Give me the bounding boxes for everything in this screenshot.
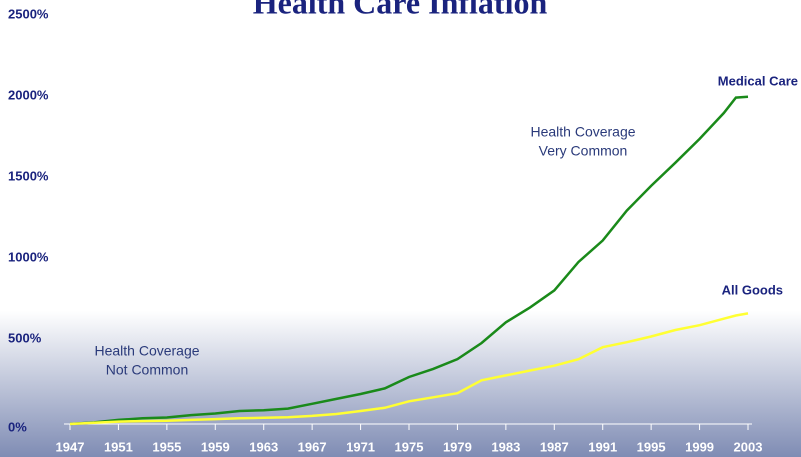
x-tick-label: 1967 (298, 439, 327, 454)
x-tick-label: 1947 (56, 439, 85, 454)
x-tick-label: 1987 (540, 439, 569, 454)
series-line (69, 95, 749, 426)
y-tick-label: 1000% (8, 249, 49, 264)
series-label: All Goods (722, 282, 783, 297)
y-tick-label: 500% (8, 330, 42, 345)
series-line (69, 312, 749, 426)
x-tick-label: 1971 (346, 439, 375, 454)
annotation: Health Coverage (94, 343, 199, 359)
annotation: Very Common (539, 143, 628, 159)
x-tick-label: 1975 (395, 439, 424, 454)
x-tick-label: 2003 (734, 439, 763, 454)
x-tick-label: 1991 (588, 439, 617, 454)
y-tick-label: 2000% (8, 87, 49, 102)
annotation: Health Coverage (530, 124, 635, 140)
annotation: Not Common (106, 362, 188, 378)
y-tick-label: 1500% (8, 168, 49, 183)
chart-title: Health Care Inflation (253, 0, 548, 20)
series-label: Medical Care (718, 73, 798, 88)
x-tick-label: 1983 (491, 439, 520, 454)
x-tick-label: 1979 (443, 439, 472, 454)
x-tick-label: 1999 (685, 439, 714, 454)
x-tick-label: 1959 (201, 439, 230, 454)
y-tick-label: 0% (8, 419, 27, 434)
x-tick-label: 1963 (249, 439, 278, 454)
y-tick-label: 2500% (8, 6, 49, 21)
x-tick-label: 1951 (104, 439, 133, 454)
x-tick-label: 1955 (152, 439, 181, 454)
x-tick-label: 1995 (637, 439, 666, 454)
